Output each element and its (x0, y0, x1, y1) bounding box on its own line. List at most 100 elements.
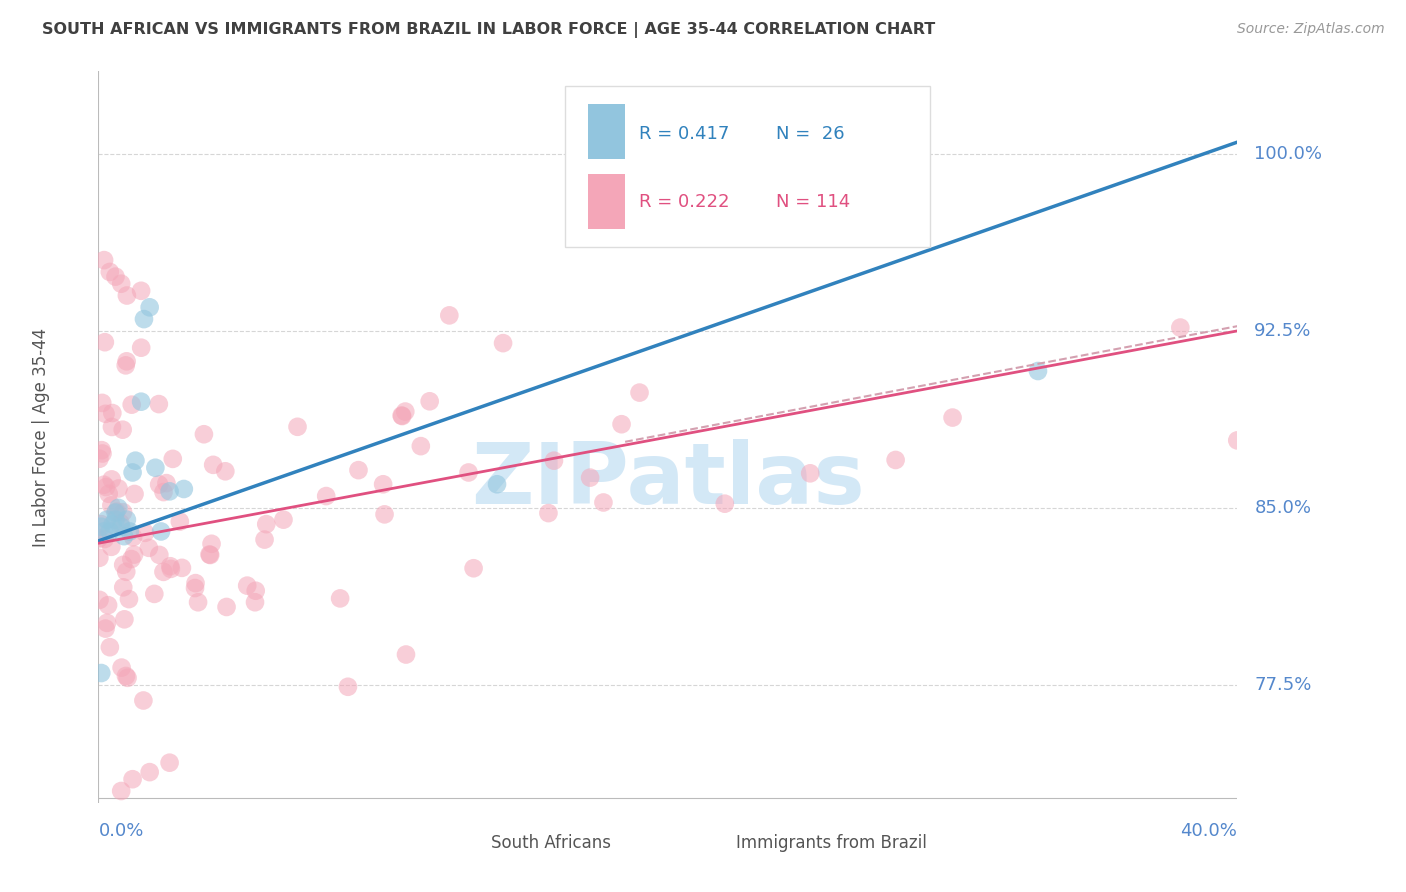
Point (110, 660, 132, 674)
Point (115, 513, 138, 527)
Point (110, 516, 132, 530)
Point (104, 513, 127, 527)
Text: Immigrants from Brazil: Immigrants from Brazil (737, 834, 927, 852)
Point (100, 472, 122, 486)
Point (107, 482, 129, 496)
Text: 85.0%: 85.0% (1254, 499, 1312, 516)
Point (419, 394, 441, 409)
Point (799, 467, 821, 481)
Point (115, 288, 138, 302)
Point (105, 505, 128, 519)
Point (162, 451, 184, 466)
Point (96, 513, 118, 527)
Point (132, 312, 155, 326)
Point (112, 612, 135, 626)
Point (93, 477, 115, 491)
Point (112, 558, 135, 572)
Point (90, 666, 112, 681)
Point (193, 427, 215, 442)
Point (492, 336, 515, 351)
Point (94, 622, 117, 636)
Text: 77.5%: 77.5% (1254, 676, 1312, 694)
Point (91, 446, 114, 460)
Point (628, 385, 651, 400)
Point (537, 506, 560, 520)
Text: R = 0.222: R = 0.222 (640, 193, 730, 211)
Point (138, 765, 160, 780)
Point (110, 520, 132, 534)
Point (129, 394, 152, 409)
Text: N = 114: N = 114 (776, 193, 851, 211)
Point (184, 576, 207, 591)
Point (1026, 364, 1049, 378)
Point (169, 515, 191, 529)
Point (101, 406, 124, 420)
FancyBboxPatch shape (565, 86, 929, 247)
Point (200, 537, 222, 551)
Point (145, 460, 167, 475)
Point (98, 524, 121, 539)
Point (391, 409, 413, 423)
Point (287, 419, 309, 434)
Point (90, 443, 112, 458)
Point (111, 423, 134, 437)
Point (104, 269, 127, 284)
Text: 100.0%: 100.0% (1254, 145, 1323, 163)
Point (115, 565, 138, 579)
Point (394, 404, 416, 418)
Point (273, 513, 295, 527)
Point (124, 453, 146, 467)
Point (336, 680, 359, 694)
Point (439, 309, 461, 323)
Point (89, 550, 111, 565)
Point (97, 598, 120, 612)
Point (90, 517, 112, 532)
Point (120, 552, 142, 566)
Point (94, 335, 117, 350)
Point (132, 693, 155, 707)
Point (409, 439, 432, 453)
Point (110, 784, 132, 798)
Point (115, 354, 138, 368)
Text: ZIPatlas: ZIPatlas (471, 440, 865, 523)
Point (160, 562, 183, 576)
Point (159, 559, 181, 574)
Text: R = 0.417: R = 0.417 (640, 125, 730, 143)
Point (93, 532, 115, 546)
Point (200, 548, 222, 562)
Bar (446, 829, 478, 858)
Point (89, 451, 111, 466)
Point (100, 499, 122, 513)
Point (121, 398, 143, 412)
Point (121, 466, 143, 480)
Point (148, 477, 170, 491)
Point (1226, 434, 1249, 448)
Point (152, 565, 174, 579)
Point (685, 147, 707, 161)
Point (315, 489, 337, 503)
Point (329, 591, 352, 606)
Point (184, 581, 207, 595)
Text: In Labor Force | Age 35-44: In Labor Force | Age 35-44 (32, 327, 51, 547)
Point (395, 648, 418, 662)
Point (114, 359, 136, 373)
Point (98, 265, 121, 279)
Point (610, 417, 633, 432)
Point (236, 579, 259, 593)
Point (202, 458, 225, 472)
Point (148, 548, 170, 562)
Point (215, 599, 238, 614)
Point (110, 277, 132, 291)
Point (148, 397, 170, 411)
Point (87, 532, 110, 546)
Point (592, 495, 614, 509)
Point (101, 420, 124, 434)
Point (942, 410, 965, 425)
Point (101, 517, 124, 532)
Point (98, 640, 121, 655)
Text: 92.5%: 92.5% (1254, 322, 1312, 340)
Point (93, 524, 115, 539)
Point (245, 583, 267, 598)
Point (138, 301, 160, 315)
Point (391, 409, 413, 423)
